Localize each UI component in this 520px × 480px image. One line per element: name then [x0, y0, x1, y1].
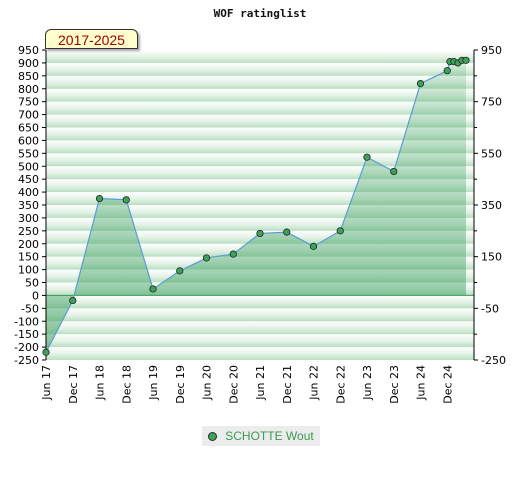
y-axis-right: -250 -50 150 350 550 750 950 [474, 44, 506, 367]
y-tick-label: -50 [21, 302, 39, 315]
x-tick-label: Dec 17 [67, 365, 80, 404]
y-tick-label: 550 [18, 147, 39, 160]
chart-title: WOF ratinglist [214, 7, 307, 20]
background-band [46, 50, 474, 63]
background-band [46, 101, 474, 115]
x-tick-label: Dec 18 [120, 365, 133, 404]
y-tick-label: -150 [14, 328, 39, 341]
data-point [149, 285, 157, 293]
x-tick-label: Jun 18 [94, 365, 107, 401]
y-tick-label: 700 [18, 109, 39, 122]
background-band [46, 334, 474, 348]
data-point [283, 228, 291, 236]
data-point [443, 67, 451, 75]
y-tick-label: 750 [18, 96, 39, 109]
background-band [46, 140, 474, 154]
x-tick-label: Jun 21 [254, 365, 267, 401]
y-tick-label-right: 750 [481, 96, 502, 109]
background-band [46, 295, 474, 309]
y-tick-label: 400 [18, 186, 39, 199]
series-area [46, 60, 466, 353]
x-tick-label: Jun 19 [147, 365, 160, 401]
y-tick-label: -250 [14, 354, 39, 367]
y-tick-label: 450 [18, 173, 39, 186]
y-tick-label: 650 [18, 122, 39, 135]
data-point [462, 56, 470, 64]
legend-marker-icon [208, 431, 218, 441]
y-tick-label: 900 [18, 57, 39, 70]
data-point [416, 79, 425, 88]
y-tick-label: 50 [25, 277, 39, 290]
y-tick-label: 850 [18, 70, 39, 83]
y-tick-label-right: 950 [481, 44, 502, 57]
x-tick-label: Jun 24 [415, 365, 428, 401]
background-band [46, 127, 474, 141]
y-tick-label: 950 [18, 44, 39, 57]
y-tick-label: 600 [18, 134, 39, 147]
y-tick-label-right: -250 [481, 354, 506, 367]
legend-label: SCHOTTE Wout [225, 429, 314, 443]
data-point [229, 250, 237, 258]
background-band [46, 88, 474, 102]
y-tick-label-right: 550 [481, 147, 502, 160]
y-tick-label: 250 [18, 225, 39, 238]
y-tick-label: 0 [32, 289, 39, 302]
background-band [46, 347, 474, 360]
data-point [176, 267, 184, 275]
x-tick-label: Jun 20 [201, 365, 214, 401]
y-tick-label: 100 [18, 264, 39, 277]
y-tick-label: -200 [14, 341, 39, 354]
y-axis-left: -250-200-150-100-50050100150200250300350… [14, 44, 46, 367]
data-points [42, 56, 470, 356]
y-tick-label: 300 [18, 212, 39, 225]
x-tick-label: Jun 22 [308, 365, 321, 401]
data-point [95, 194, 104, 203]
background-band [46, 62, 474, 76]
y-tick-label: 500 [18, 160, 39, 173]
data-point [256, 229, 264, 238]
y-tick-label: 350 [18, 199, 39, 212]
x-tick-label: Dec 21 [281, 365, 294, 404]
data-point [202, 254, 211, 262]
background-band [46, 321, 474, 335]
period-badge: 2017-2025 [45, 29, 138, 49]
data-point [336, 227, 344, 235]
background-band [46, 114, 474, 128]
x-tick-label: Dec 19 [174, 365, 187, 404]
y-tick-label: 200 [18, 238, 39, 251]
y-tick-label: 800 [18, 83, 39, 96]
y-tick-label: -100 [14, 315, 39, 328]
y-tick-label: 150 [18, 251, 39, 264]
background-band [46, 308, 474, 322]
x-tick-label: Dec 23 [388, 365, 401, 404]
background-band [46, 75, 474, 89]
y-tick-label-right: 350 [481, 199, 502, 212]
y-tick-label-right: -50 [481, 302, 499, 315]
x-axis: Jun 17 Dec 17 Jun 18 Dec 18 Jun 19 Dec 19 Jun … [40, 365, 454, 404]
data-point [122, 196, 130, 204]
x-tick-label: Dec 24 [441, 365, 454, 404]
data-point [42, 348, 50, 356]
x-tick-label: Dec 20 [227, 365, 240, 404]
data-point [309, 242, 318, 250]
x-tick-label: Dec 22 [334, 365, 347, 404]
legend: SCHOTTE Wout [202, 426, 320, 446]
data-point [363, 153, 371, 161]
data-point [390, 167, 398, 176]
y-tick-label-right: 150 [481, 251, 502, 264]
data-point [69, 296, 77, 305]
x-tick-label: Jun 23 [361, 365, 374, 401]
x-tick-label: Jun 17 [40, 365, 53, 401]
